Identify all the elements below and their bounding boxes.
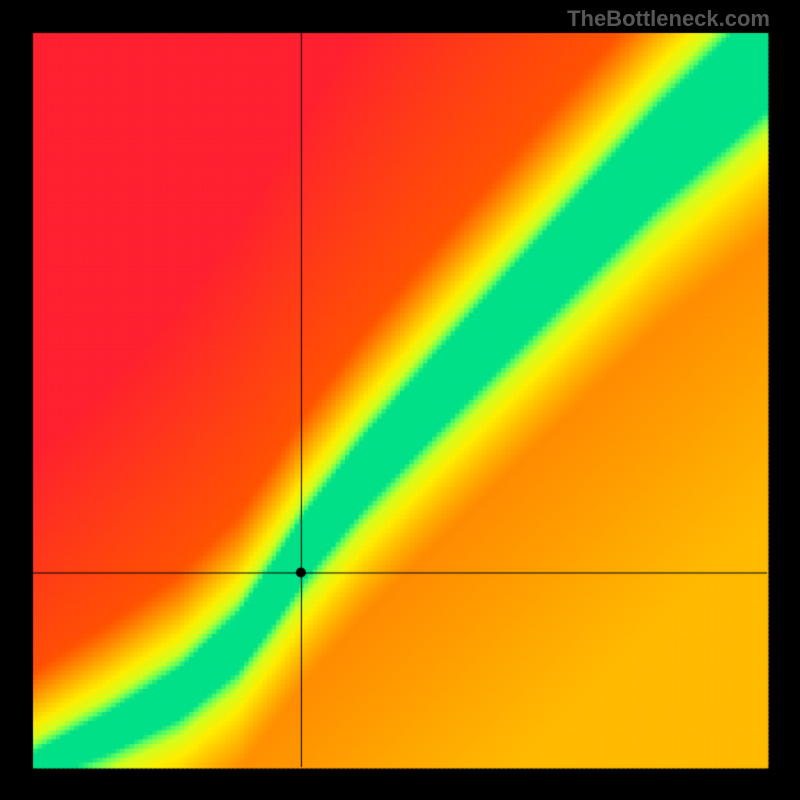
watermark-text: TheBottleneck.com xyxy=(567,6,770,32)
bottleneck-heatmap xyxy=(0,0,800,800)
